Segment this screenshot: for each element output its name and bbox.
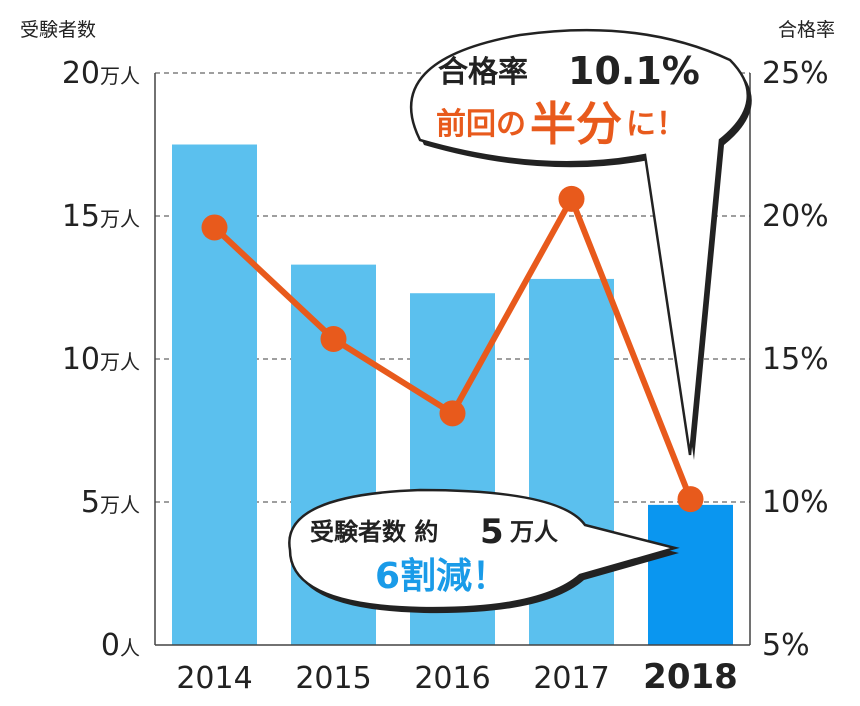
callout1-text-a: 前回の [436,107,526,142]
left-tick-label: 10万人 [62,342,140,377]
right-tick-label: 20% [762,199,829,234]
callout1-text-b: 半分 [530,97,622,151]
left-tick-label: 0人 [101,628,140,663]
point-2016 [439,400,466,427]
point-2018 [677,486,704,513]
point-2015 [320,325,347,352]
x-tick-label: 2016 [414,661,490,696]
callout1-value: 10.1% [568,49,700,93]
point-2017 [558,185,585,212]
right-tick-label: 15% [762,342,829,377]
right-tick-label: 25% [762,56,829,91]
line-series [201,185,704,513]
left-tick-label: 20万人 [62,56,140,91]
callout2-unit: 万人 [510,518,558,546]
x-tick-label: 2014 [176,661,252,696]
right-tick-label: 5% [762,628,810,663]
right-axis-ticks: 5% 10% 15% 20% 25% [762,56,829,663]
bar-2018 [648,504,733,645]
callout1-label: 合格率 [438,55,528,90]
left-tick-label: 15万人 [62,199,140,234]
callout2-label: 受験者数 約 [310,518,438,546]
right-axis-title: 合格率 [778,19,835,41]
callout-pass-rate: 合格率 10.1% 前回の 半分 に！ [409,28,752,461]
x-axis-ticks: 2014 2015 2016 2017 2018 [176,657,738,697]
left-axis-title: 受験者数 [20,19,96,41]
left-tick-label: 5万人 [81,485,140,520]
x-tick-label: 2015 [295,661,371,696]
point-2014 [201,214,228,241]
callout-examinees: 受験者数 約 5 万人 6割減！ [288,488,680,614]
callout2-value: 5 [480,512,504,552]
x-tick-label: 2017 [533,661,609,696]
callout2-text: 6割減！ [375,556,508,597]
right-tick-label: 10% [762,485,829,520]
left-axis-ticks: 0人 5万人 10万人 15万人 20万人 [62,56,140,663]
callout1-text-c: に！ [626,107,686,142]
x-tick-label: 2018 [643,657,738,697]
